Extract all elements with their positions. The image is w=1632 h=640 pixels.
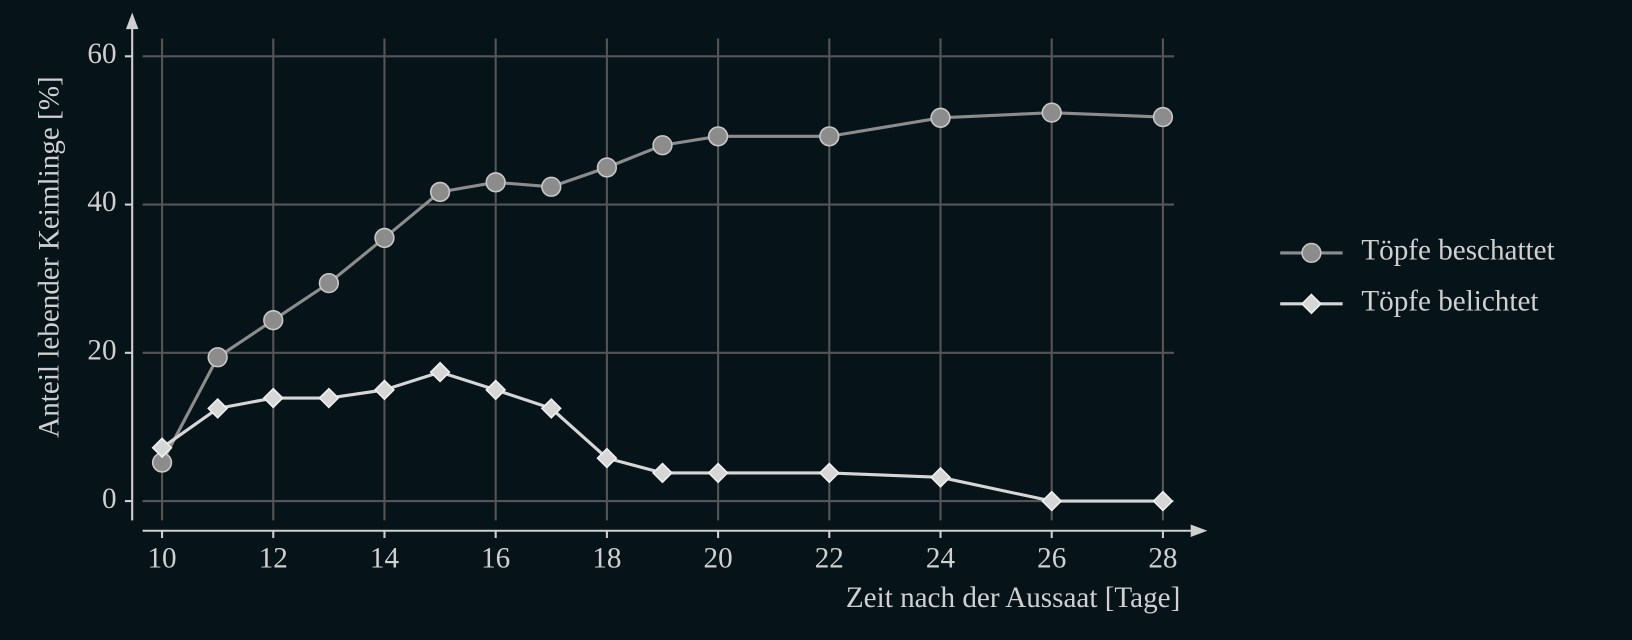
marker [429, 181, 451, 203]
marker [930, 107, 951, 128]
marker [1041, 490, 1063, 512]
y-tick-label: 20 [87, 335, 116, 367]
marker [318, 387, 340, 409]
x-tick-label: 10 [147, 543, 176, 575]
x-axis-arrow [1190, 524, 1208, 537]
marker [262, 387, 284, 409]
x-tick-label: 16 [481, 543, 510, 575]
marker [207, 347, 228, 368]
marker [485, 172, 506, 193]
marker [485, 379, 507, 401]
y-tick-label: 0 [102, 483, 117, 515]
x-tick-label: 22 [815, 543, 844, 575]
marker [429, 361, 451, 383]
y-axis-label: Anteil lebender Keimlinge [%] [34, 76, 66, 437]
x-axis-label: Zeit nach der Aussaat [Tage] [846, 582, 1180, 614]
x-tick-label: 24 [926, 543, 956, 575]
marker [652, 462, 673, 484]
marker [540, 397, 562, 419]
marker [373, 379, 395, 401]
marker [374, 227, 395, 249]
x-tick-label: 12 [259, 543, 288, 575]
marker [1152, 106, 1174, 128]
x-tick-label: 26 [1037, 543, 1066, 575]
legend-label: Töpfe beschattet [1361, 235, 1554, 267]
y-tick-label: 40 [87, 186, 116, 218]
x-tick-label: 28 [1148, 543, 1177, 575]
x-tick-label: 20 [704, 543, 733, 575]
x-tick-label: 18 [592, 543, 621, 575]
y-tick-label: 60 [87, 38, 116, 70]
marker [930, 466, 951, 488]
marker [596, 157, 618, 178]
marker [1152, 490, 1174, 512]
marker [707, 126, 729, 147]
marker [207, 397, 229, 419]
legend-marker [1301, 242, 1322, 264]
marker [263, 310, 284, 331]
y-axis-arrow [125, 12, 139, 30]
marker [707, 462, 729, 484]
x-tick-label: 14 [370, 543, 400, 575]
marker [652, 135, 673, 156]
marker [541, 176, 562, 197]
marker [1041, 102, 1062, 123]
marker [318, 272, 340, 294]
legend-label: Töpfe belichtet [1361, 286, 1538, 318]
marker [596, 447, 618, 469]
marker [151, 437, 173, 459]
marker [819, 126, 840, 147]
legend-marker [1300, 293, 1322, 315]
marker [818, 462, 840, 484]
